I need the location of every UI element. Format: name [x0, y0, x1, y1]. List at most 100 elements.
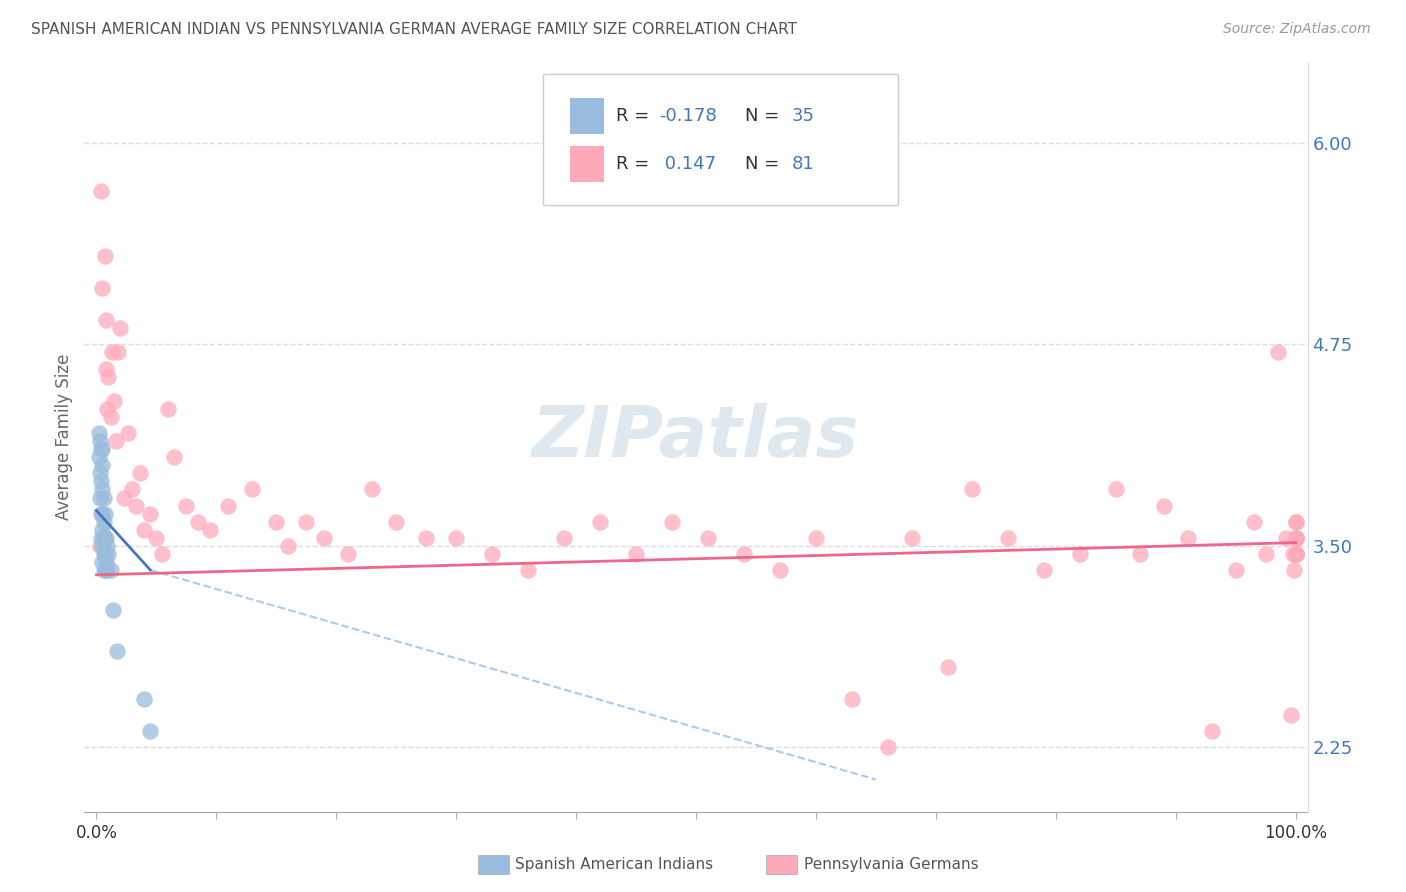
Point [91, 523, 114, 537]
Point [1284, 563, 1306, 577]
Point [1284, 531, 1306, 545]
Point [101, 345, 124, 359]
Point [1284, 531, 1306, 545]
Point [264, 515, 287, 529]
Point [121, 483, 143, 497]
Point [94, 313, 117, 327]
Point [314, 531, 336, 545]
Point [1284, 515, 1306, 529]
Point [105, 643, 128, 657]
Text: 0.147: 0.147 [659, 155, 717, 173]
Point [103, 393, 125, 408]
Text: Source: ZipAtlas.com: Source: ZipAtlas.com [1223, 22, 1371, 37]
Point [94, 555, 117, 569]
Point [163, 450, 186, 465]
Point [107, 345, 129, 359]
Point [624, 547, 647, 561]
Point [841, 692, 863, 706]
Point [89, 539, 111, 553]
Point [361, 483, 384, 497]
Point [89, 434, 111, 449]
Point [93, 547, 115, 561]
Point [93, 563, 117, 577]
Point [94, 531, 117, 545]
Point [1275, 531, 1298, 545]
Point [337, 547, 360, 561]
Point [91, 442, 114, 457]
Point [90, 507, 112, 521]
Point [1105, 483, 1128, 497]
Point [1032, 563, 1054, 577]
Point [1282, 547, 1305, 561]
Point [901, 531, 924, 545]
Point [91, 458, 114, 473]
Point [87, 425, 110, 440]
Point [87, 450, 110, 465]
Point [1069, 547, 1091, 561]
Point [90, 475, 112, 489]
Point [157, 401, 180, 416]
Point [200, 523, 222, 537]
Text: Pennsylvania Germans: Pennsylvania Germans [804, 857, 979, 871]
Point [936, 659, 959, 673]
Point [89, 491, 111, 505]
Point [93, 507, 117, 521]
Point [100, 563, 122, 577]
Point [1284, 547, 1306, 561]
Text: N =: N = [745, 155, 779, 173]
Point [517, 563, 540, 577]
Text: R =: R = [616, 107, 655, 125]
Point [96, 401, 118, 416]
Y-axis label: Average Family Size: Average Family Size [55, 354, 73, 520]
Point [876, 740, 898, 755]
Point [94, 361, 117, 376]
Point [385, 515, 408, 529]
Point [90, 185, 112, 199]
Point [90, 442, 112, 457]
Point [1284, 547, 1306, 561]
Point [1284, 531, 1306, 545]
Point [91, 281, 114, 295]
Point [1279, 708, 1302, 723]
Point [697, 531, 720, 545]
Point [661, 515, 683, 529]
Point [96, 539, 118, 553]
Point [1284, 547, 1306, 561]
Text: SPANISH AMERICAN INDIAN VS PENNSYLVANIA GERMAN AVERAGE FAMILY SIZE CORRELATION C: SPANISH AMERICAN INDIAN VS PENNSYLVANIA … [31, 22, 797, 37]
Point [104, 434, 127, 449]
Point [187, 515, 209, 529]
Point [93, 531, 115, 545]
Point [1284, 515, 1306, 529]
Point [139, 507, 162, 521]
Point [134, 523, 156, 537]
Point [589, 515, 612, 529]
Point [117, 425, 139, 440]
Point [96, 563, 118, 577]
Point [481, 547, 503, 561]
Point [553, 531, 575, 545]
Text: 81: 81 [792, 155, 814, 173]
Point [91, 539, 114, 553]
Point [97, 369, 120, 384]
Bar [569, 97, 605, 134]
Point [1284, 531, 1306, 545]
Point [93, 249, 117, 263]
Text: 35: 35 [792, 107, 814, 125]
Point [93, 491, 115, 505]
Point [1225, 563, 1247, 577]
Point [97, 547, 120, 561]
Point [93, 531, 117, 545]
Point [93, 563, 115, 577]
Point [91, 555, 114, 569]
Point [90, 531, 112, 545]
Point [93, 515, 115, 529]
Point [1153, 499, 1175, 513]
Point [415, 531, 437, 545]
Point [93, 547, 117, 561]
Point [769, 563, 792, 577]
Point [804, 531, 827, 545]
Point [1129, 547, 1152, 561]
Point [277, 539, 299, 553]
Point [145, 531, 167, 545]
FancyBboxPatch shape [543, 74, 898, 205]
